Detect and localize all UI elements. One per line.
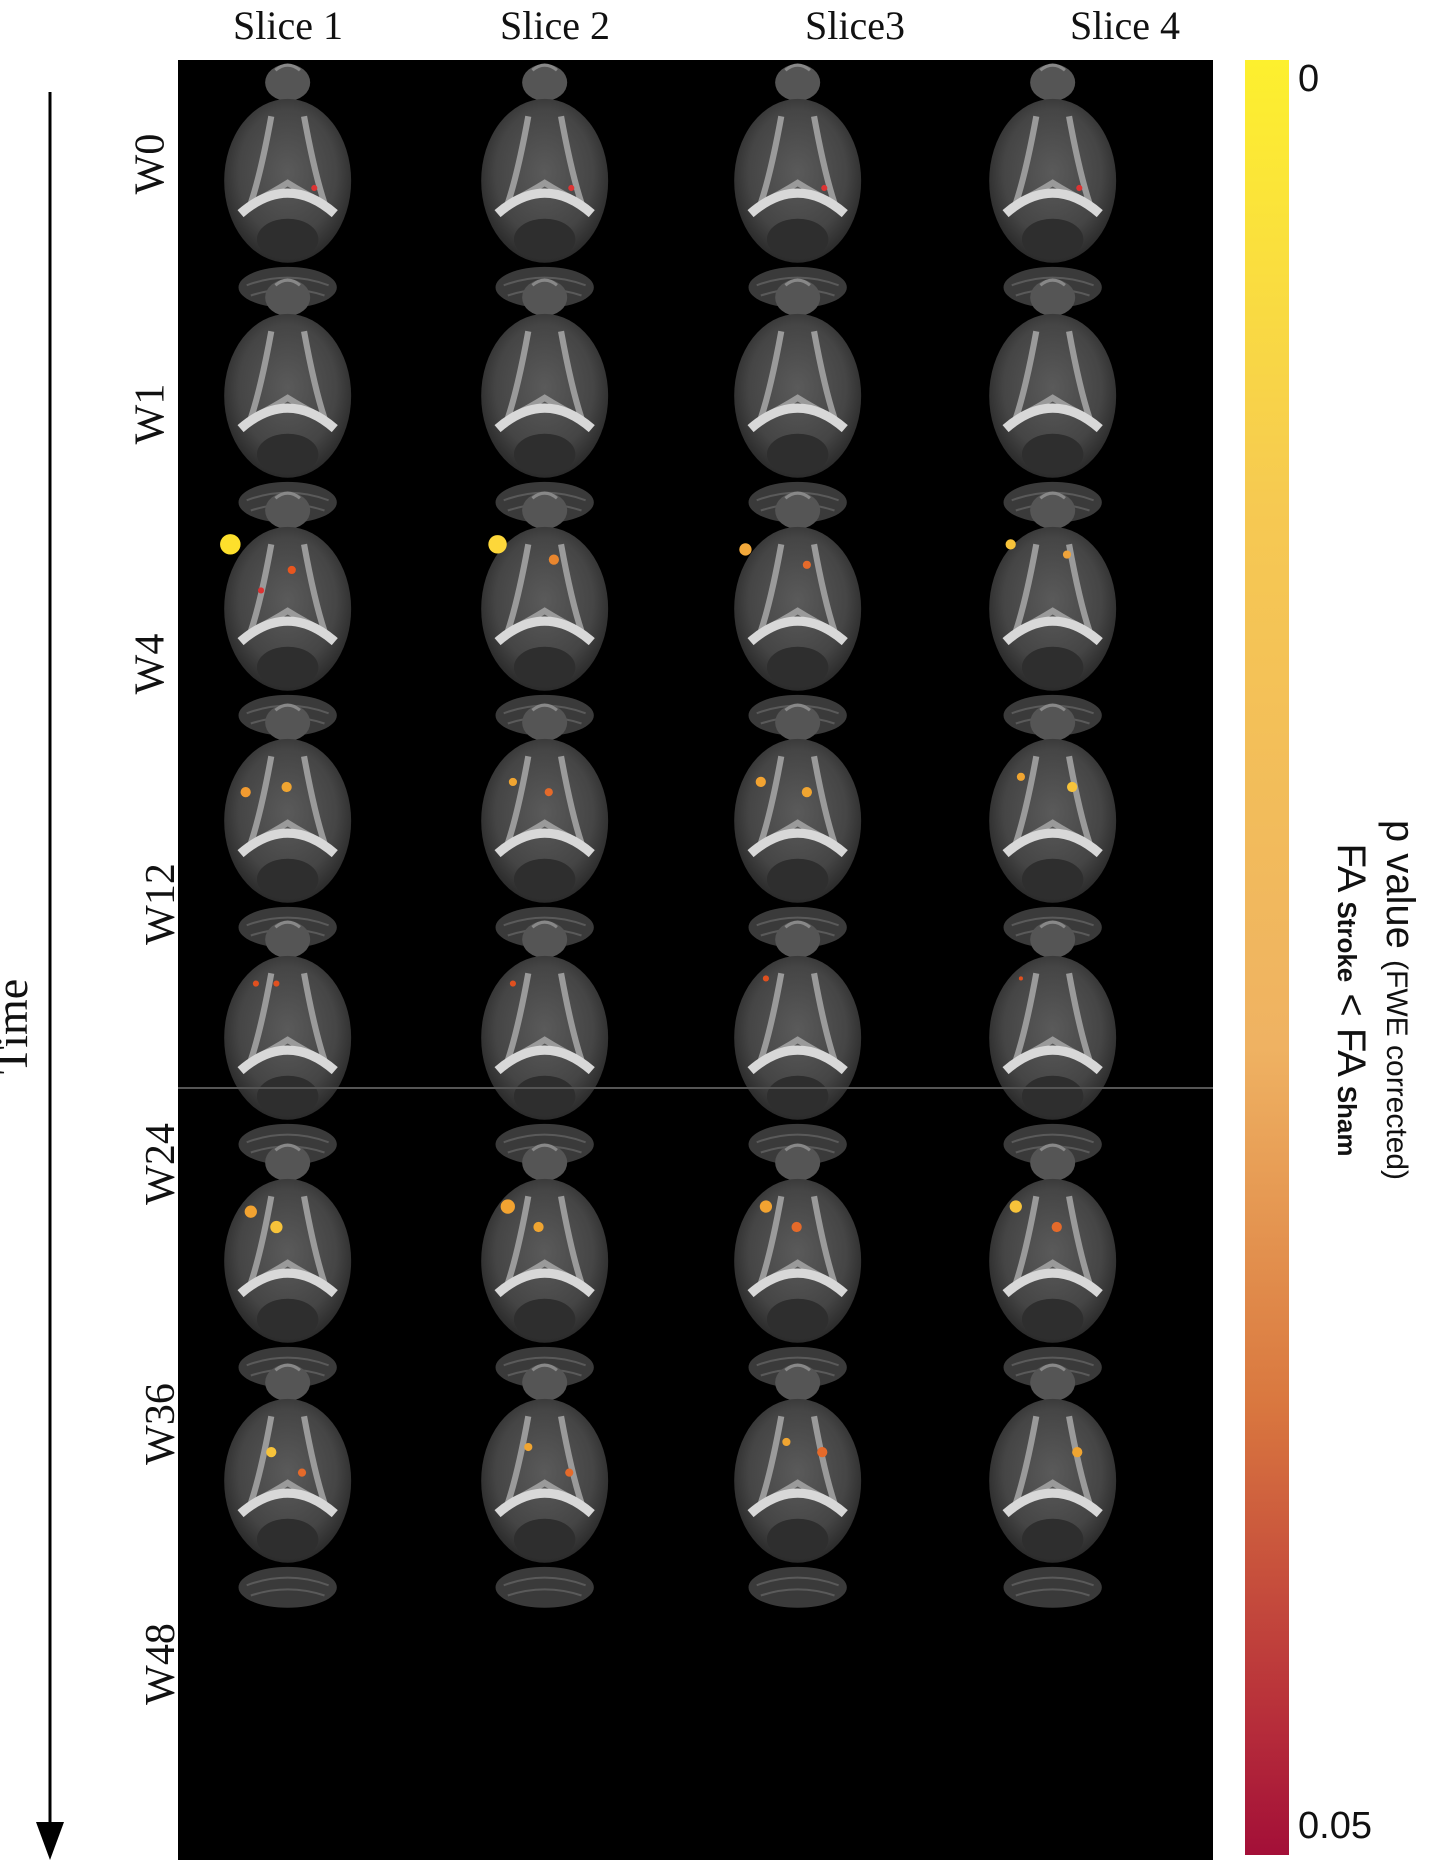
column-header-slice-3: Slice3: [805, 3, 905, 48]
colorbar-tick-bottom: 0.05: [1298, 1805, 1372, 1847]
group-divider: [178, 1087, 1213, 1089]
brain-slice-grid: [178, 60, 1213, 1860]
row-label-w24: W24: [120, 1123, 184, 1205]
comparison-fa-2: FA: [1329, 1027, 1373, 1075]
brain-slice-image: [173, 488, 431, 744]
brain-slice-image: [683, 60, 941, 316]
brain-slice-image: [430, 700, 688, 956]
row-label-w0: W0: [120, 134, 180, 195]
row-label-w4-text: W4: [127, 633, 174, 695]
brain-slice-image: [938, 488, 1196, 744]
row-label-w36: W36: [120, 1383, 184, 1465]
row-label-w1-text: W1: [127, 383, 174, 445]
colorbar-label-main: p value: [1378, 819, 1422, 949]
comparison-fa-1: FA: [1329, 843, 1373, 891]
row-label-w4: W4: [120, 634, 180, 695]
brain-slice-image: [683, 275, 941, 531]
brain-slice-image: [430, 1360, 688, 1616]
brain-slice-image: [938, 917, 1196, 1173]
brain-slice-image: [173, 700, 431, 956]
brain-slice-image: [430, 275, 688, 531]
row-label-w12: W12: [120, 863, 184, 945]
brain-slice-image: [430, 917, 688, 1173]
colorbar: [1245, 60, 1289, 1855]
colorbar-label-small: (FWE corrected): [1380, 960, 1413, 1181]
brain-slice-image: [173, 1140, 431, 1396]
comparison-operator: <: [1329, 993, 1373, 1017]
brain-slice-image: [683, 700, 941, 956]
brain-slice-image: [938, 1140, 1196, 1396]
colorbar-label: p value (FWE corrected) FA Stroke < FA S…: [1315, 720, 1435, 1280]
brain-slice-image: [173, 917, 431, 1173]
brain-slice-image: [683, 1140, 941, 1396]
column-header-slice-1: Slice 1: [233, 3, 343, 48]
brain-slice-image: [430, 1140, 688, 1396]
brain-slice-image: [173, 275, 431, 531]
brain-slice-image: [938, 60, 1196, 316]
row-label-w0-text: W0: [127, 133, 174, 195]
time-axis-label: Time: [0, 960, 58, 1100]
comparison-sub-stroke: Stroke: [1332, 901, 1362, 983]
brain-slice-image: [683, 917, 941, 1173]
time-axis-label-text: Time: [0, 978, 38, 1075]
column-header-slice-2: Slice 2: [500, 3, 610, 48]
time-arrow-icon: [36, 92, 64, 1860]
brain-slice-image: [430, 60, 688, 316]
row-label-w1: W1: [120, 384, 180, 445]
brain-slice-image: [938, 1360, 1196, 1616]
brain-slice-image: [938, 275, 1196, 531]
colorbar-tick-top: 0: [1298, 58, 1320, 100]
brain-slice-image: [173, 1360, 431, 1616]
brain-slice-image: [683, 1360, 941, 1616]
comparison-sub-sham: Sham: [1332, 1085, 1362, 1157]
column-header-slice-4: Slice 4: [1070, 3, 1180, 48]
row-label-w48: W48: [120, 1623, 184, 1705]
